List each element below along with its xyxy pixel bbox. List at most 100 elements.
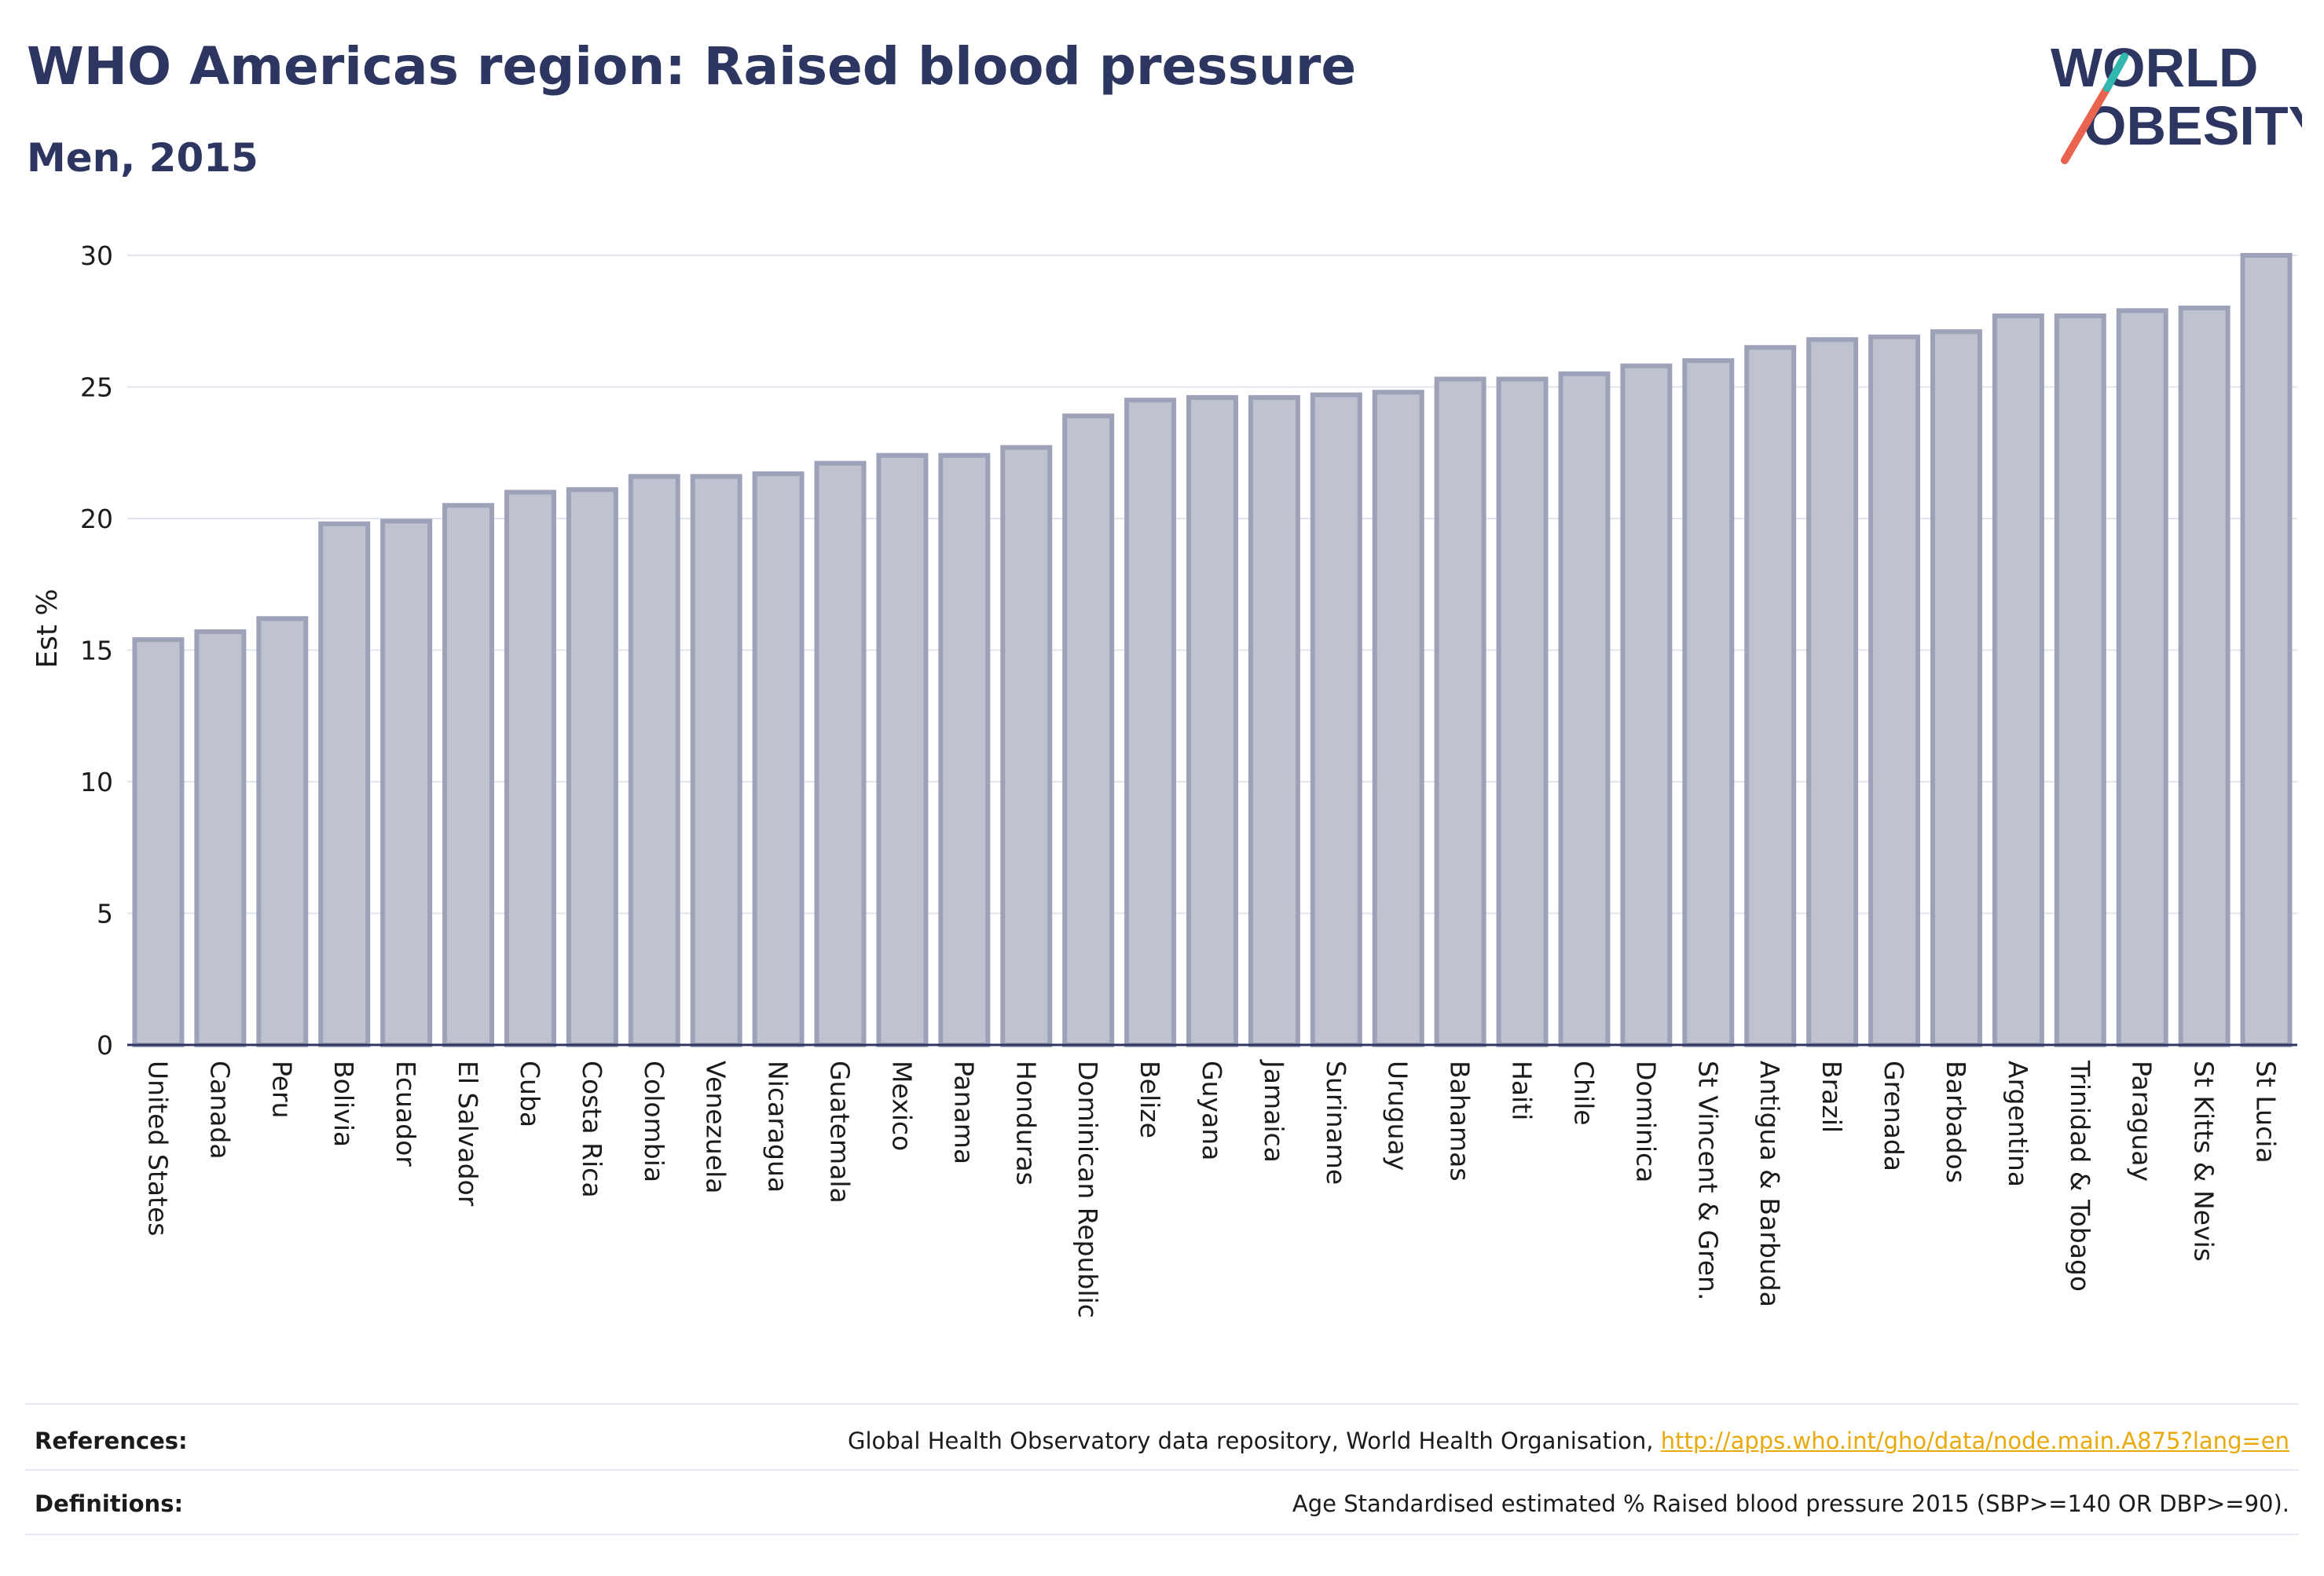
x-tick-label: Suriname — [1321, 1061, 1351, 1185]
bar[interactable] — [1434, 376, 1486, 1047]
bar[interactable] — [2178, 306, 2231, 1047]
bar[interactable] — [752, 471, 805, 1047]
y-tick-labels: 0 5 10 15 20 25 30 — [80, 240, 113, 1061]
references-link[interactable]: http://apps.who.int/gho/data/node.main.A… — [1660, 1428, 2289, 1454]
definitions-label: Definitions: — [35, 1490, 184, 1517]
x-tick-label: St Kitts & Nevis — [2189, 1061, 2220, 1262]
bar[interactable] — [1868, 334, 1921, 1048]
y-tick-label: 25 — [80, 372, 113, 403]
bar[interactable] — [194, 629, 247, 1047]
references-row: References: Global Health Observatory da… — [35, 1417, 2289, 1464]
bar[interactable] — [2240, 253, 2293, 1047]
footer-divider-top — [25, 1403, 2299, 1405]
x-tick-label: United States — [142, 1061, 173, 1236]
logo-line-1: WORLD — [2051, 37, 2258, 98]
bar[interactable] — [1000, 445, 1053, 1047]
bar[interactable] — [1558, 371, 1611, 1047]
x-tick-label: Cuba — [515, 1061, 545, 1127]
bars — [132, 253, 2293, 1048]
definitions-value: Age Standardised estimated % Raised bloo… — [1292, 1490, 2289, 1517]
bar[interactable] — [1372, 390, 1424, 1047]
bar[interactable] — [1620, 363, 1673, 1047]
world-obesity-logo: WORLD OBESITY — [2051, 37, 2302, 164]
y-axis-label: Est % — [31, 588, 64, 668]
x-tick-label: Canada — [204, 1061, 235, 1160]
x-tick-label: Colombia — [639, 1061, 669, 1182]
bar[interactable] — [256, 616, 309, 1047]
x-tick-label: Argentina — [2003, 1061, 2033, 1187]
bar[interactable] — [1930, 329, 1982, 1047]
x-tick-label: Bahamas — [1445, 1061, 1475, 1182]
bar[interactable] — [628, 474, 680, 1047]
chart-title: WHO Americas region: Raised blood pressu… — [27, 36, 1357, 97]
y-tick-label: 5 — [97, 899, 113, 929]
x-tick-label: Dominican Republic — [1072, 1061, 1103, 1318]
definitions-row: Definitions: Age Standardised estimated … — [35, 1480, 2289, 1527]
x-tick-label: Dominica — [1630, 1061, 1661, 1182]
bar[interactable] — [2116, 308, 2168, 1048]
references-label: References: — [35, 1428, 188, 1454]
x-tick-label: Peru — [266, 1061, 297, 1119]
y-tick-label: 0 — [97, 1030, 113, 1061]
bar[interactable] — [1124, 398, 1177, 1047]
x-tick-label: Chile — [1568, 1061, 1599, 1126]
bar[interactable] — [2054, 313, 2106, 1047]
x-tick-label: Venezuela — [701, 1061, 731, 1193]
bar[interactable] — [442, 503, 495, 1047]
x-tick-label: El Salvador — [453, 1061, 483, 1207]
bar-chart: 0 5 10 15 20 25 30 United States Canada Peru Boli… — [31, 240, 2297, 1318]
bar[interactable] — [1062, 413, 1115, 1047]
bar[interactable] — [690, 474, 742, 1047]
x-tick-label: Belize — [1135, 1061, 1165, 1138]
y-tick-label: 15 — [80, 636, 113, 666]
references-value: Global Health Observatory data repositor… — [848, 1428, 2289, 1454]
x-tick-label: Paraguay — [2127, 1061, 2157, 1182]
bar[interactable] — [1186, 394, 1238, 1047]
x-tick-label: Mexico — [886, 1061, 917, 1151]
bar[interactable] — [1496, 376, 1549, 1047]
x-tick-label: Guyana — [1197, 1061, 1227, 1160]
x-tick-label: Grenada — [1879, 1061, 1909, 1171]
bar[interactable] — [132, 637, 185, 1047]
x-tick-label: Panama — [948, 1061, 979, 1164]
bar[interactable] — [318, 521, 371, 1047]
bar[interactable] — [938, 453, 991, 1047]
x-tick-label: Trinidad & Tobago — [2065, 1060, 2095, 1292]
bar[interactable] — [1310, 392, 1362, 1047]
x-tick-label: St Vincent & Gren. — [1692, 1061, 1723, 1300]
y-tick-label: 30 — [80, 240, 113, 271]
x-tick-label: St Lucia — [2251, 1061, 2282, 1164]
bar[interactable] — [380, 519, 433, 1047]
x-tick-label: Costa Rica — [577, 1061, 607, 1198]
bar[interactable] — [876, 453, 929, 1047]
x-tick-label: Ecuador — [390, 1061, 421, 1167]
bar[interactable] — [1744, 345, 1797, 1047]
bar[interactable] — [504, 489, 556, 1047]
x-tick-label: Uruguay — [1383, 1061, 1413, 1171]
x-tick-label: Guatemala — [825, 1061, 856, 1204]
references-text: Global Health Observatory data repositor… — [847, 1428, 1661, 1454]
footer-divider-bottom — [25, 1534, 2299, 1535]
logo-line-2: OBESITY — [2084, 95, 2302, 156]
bar[interactable] — [566, 487, 618, 1047]
y-tick-label: 20 — [80, 504, 113, 534]
bar[interactable] — [814, 460, 867, 1047]
logo-slash-teal — [2103, 53, 2128, 92]
x-tick-label: Honduras — [1010, 1061, 1041, 1186]
bar[interactable] — [1248, 394, 1300, 1047]
x-tick-label: Barbados — [1941, 1061, 1971, 1183]
x-tick-label: Nicaragua — [763, 1061, 794, 1193]
y-tick-label: 10 — [80, 767, 113, 797]
bar[interactable] — [1992, 313, 2044, 1047]
x-tick-label: Bolivia — [328, 1061, 359, 1147]
bar[interactable] — [1682, 358, 1735, 1047]
x-tick-label: Brazil — [1816, 1061, 1847, 1133]
chart-subtitle: Men, 2015 — [27, 135, 258, 181]
x-tick-label: Jamaica — [1259, 1059, 1289, 1163]
x-tick-label: Haiti — [1507, 1061, 1538, 1120]
footer-divider-middle — [25, 1469, 2299, 1471]
bar[interactable] — [1806, 337, 1859, 1047]
logo-slash-red — [2061, 84, 2111, 164]
x-tick-label: Antigua & Barbuda — [1754, 1061, 1785, 1307]
x-tick-labels: United States Canada Peru Bolivia Ecuador El … — [142, 1059, 2281, 1318]
